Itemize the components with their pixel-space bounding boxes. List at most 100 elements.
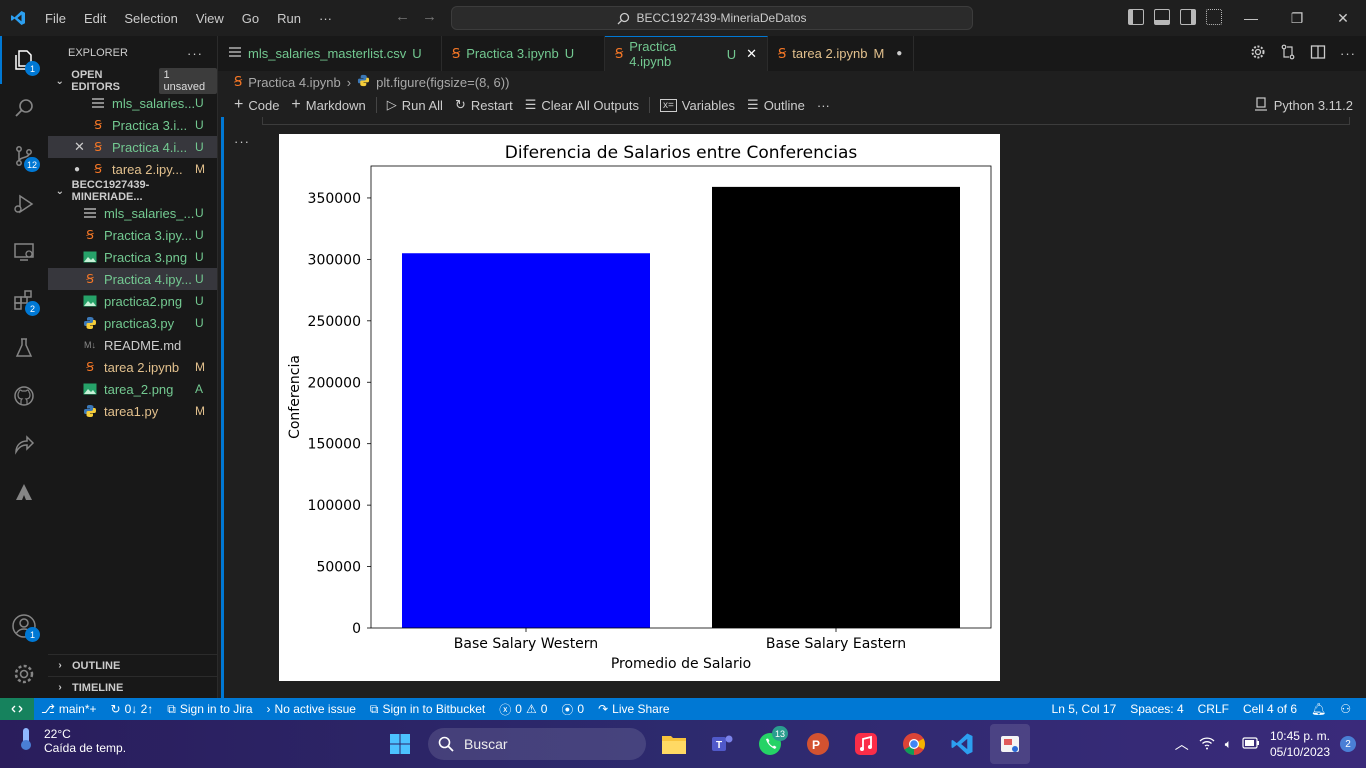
compare-changes-icon[interactable] bbox=[1280, 44, 1296, 63]
powerpoint-icon[interactable]: P bbox=[798, 724, 838, 764]
file-item[interactable]: practica3.py U bbox=[48, 312, 217, 334]
run-all-button[interactable]: ▷ Run All bbox=[381, 94, 449, 116]
teams-icon[interactable]: T bbox=[702, 724, 742, 764]
chrome-icon[interactable] bbox=[894, 724, 934, 764]
unsaved-dot-icon[interactable]: ● bbox=[896, 48, 903, 59]
back-arrow-icon[interactable]: ← bbox=[395, 8, 410, 25]
git-sync[interactable]: ↻ 0↓ 2↑ bbox=[104, 702, 161, 716]
output-more-button[interactable]: ··· bbox=[234, 134, 250, 149]
toggle-secondary-sidebar-icon[interactable] bbox=[1180, 9, 1196, 25]
windows-start-icon[interactable] bbox=[380, 724, 420, 764]
active-issue[interactable]: › No active issue bbox=[260, 702, 363, 716]
toggle-sidebar-icon[interactable] bbox=[1128, 9, 1144, 25]
close-tab-icon[interactable]: ✕ bbox=[746, 46, 757, 61]
menu-selection[interactable]: Selection bbox=[124, 10, 178, 26]
customize-layout-icon[interactable] bbox=[1206, 9, 1222, 25]
notifications-bell-icon[interactable]: 🔔︎ bbox=[1311, 702, 1327, 716]
menu-file[interactable]: File bbox=[45, 10, 66, 26]
breadcrumb-file[interactable]: Practica 4.ipynb bbox=[248, 74, 341, 90]
snipping-tool-icon[interactable] bbox=[990, 724, 1030, 764]
ports-indicator[interactable]: ⦿ 0 bbox=[554, 701, 591, 718]
file-item[interactable]: tarea_2.png A bbox=[48, 378, 217, 400]
battery-icon[interactable] bbox=[1242, 736, 1260, 752]
taskbar-search[interactable]: Buscar bbox=[428, 728, 646, 760]
remote-indicator-icon[interactable] bbox=[0, 698, 34, 720]
git-branch[interactable]: ⎇ main*+ bbox=[34, 702, 104, 716]
volume-icon[interactable]: 🔈︎ bbox=[1224, 736, 1232, 751]
file-item[interactable]: Practica 3.png U bbox=[48, 246, 217, 268]
run-debug-icon[interactable] bbox=[0, 180, 48, 228]
menu-more[interactable]: ··· bbox=[319, 10, 332, 26]
outline-button[interactable]: ☰ Outline bbox=[741, 94, 811, 116]
file-item[interactable]: tarea1.py M bbox=[48, 400, 217, 422]
close-icon[interactable]: ✕ bbox=[1337, 9, 1349, 26]
forward-arrow-icon[interactable]: → bbox=[422, 8, 437, 25]
file-item[interactable]: practica2.png U bbox=[48, 290, 217, 312]
github-icon[interactable] bbox=[0, 372, 48, 420]
extensions-icon[interactable]: 2 bbox=[0, 276, 48, 324]
menu-run[interactable]: Run bbox=[277, 10, 301, 26]
live-share-icon[interactable] bbox=[0, 420, 48, 468]
wifi-icon[interactable] bbox=[1199, 736, 1215, 753]
tab-practica-4[interactable]: Ꞩ Practica 4.ipynb U ✕ bbox=[605, 36, 768, 71]
clear-outputs-button[interactable]: ☰ Clear All Outputs bbox=[519, 94, 645, 116]
notification-count[interactable]: 2 bbox=[1340, 736, 1356, 752]
breadcrumb-symbol[interactable]: plt.figure(figsize=(8, 6)) bbox=[376, 74, 510, 90]
whatsapp-icon[interactable]: 13 bbox=[750, 724, 790, 764]
kernel-picker[interactable]: Python 3.11.2 bbox=[1254, 93, 1353, 117]
close-editor-icon[interactable]: ✕ bbox=[74, 139, 85, 154]
menu-go[interactable]: Go bbox=[241, 10, 260, 26]
timeline-section[interactable]: › TIMELINE bbox=[48, 676, 218, 698]
testing-flask-icon[interactable] bbox=[0, 324, 48, 372]
file-item[interactable]: mls_salaries_... U bbox=[48, 202, 217, 224]
open-editor-item[interactable]: ● Ꞩ tarea 2.ipy... M bbox=[48, 158, 217, 180]
minimize-icon[interactable]: — bbox=[1244, 10, 1258, 26]
more-actions-icon[interactable]: ··· bbox=[1340, 46, 1356, 61]
project-folder-header[interactable]: ⌄ BECC1927439-MINERIADE... bbox=[48, 179, 217, 203]
tab-practica-3[interactable]: Ꞩ Practica 3.ipynb U bbox=[442, 36, 605, 71]
clock[interactable]: 10:45 p. m. 05/10/2023 bbox=[1270, 728, 1330, 760]
menu-edit[interactable]: Edit bbox=[83, 10, 107, 26]
command-center-search[interactable]: BECC1927439-MineriaDeDatos bbox=[451, 6, 973, 30]
toggle-panel-icon[interactable] bbox=[1154, 9, 1170, 25]
source-control-icon[interactable]: 12 bbox=[0, 132, 48, 180]
tray-chevron-up-icon[interactable]: ︿ bbox=[1174, 736, 1189, 752]
cursor-position[interactable]: Ln 5, Col 17 bbox=[1051, 702, 1117, 716]
tab-mls-salaries[interactable]: mls_salaries_masterlist.csv U bbox=[218, 36, 442, 71]
vscode-taskbar-icon[interactable] bbox=[942, 724, 982, 764]
bitbucket-sign-in[interactable]: ⧉ Sign in to Bitbucket bbox=[363, 702, 492, 717]
file-item[interactable]: Ꞩ tarea 2.ipynb M bbox=[48, 356, 217, 378]
tab-tarea-2[interactable]: Ꞩ tarea 2.ipynb M ● bbox=[768, 36, 914, 71]
music-app-icon[interactable] bbox=[846, 724, 886, 764]
settings-gear-icon[interactable] bbox=[1250, 44, 1266, 63]
outline-section[interactable]: › OUTLINE bbox=[48, 654, 218, 676]
file-explorer-icon[interactable] bbox=[654, 724, 694, 764]
split-editor-icon[interactable] bbox=[1310, 44, 1326, 63]
variables-button[interactable]: x= Variables bbox=[654, 94, 741, 116]
open-editor-item[interactable]: ✕ Ꞩ Practica 4.i... U bbox=[48, 136, 217, 158]
file-item[interactable]: Ꞩ Practica 3.ipy... U bbox=[48, 224, 217, 246]
accounts-icon[interactable]: 1 bbox=[0, 602, 48, 650]
search-icon[interactable] bbox=[0, 84, 48, 132]
copilot-icon[interactable]: ⚇ bbox=[1340, 702, 1351, 716]
atlassian-icon[interactable] bbox=[0, 468, 48, 516]
file-item[interactable]: Ꞩ Practica 4.ipy... U bbox=[48, 268, 217, 290]
weather-widget[interactable]: 22°C Caída de temp. bbox=[16, 726, 126, 755]
file-item[interactable]: M↓ README.md bbox=[48, 334, 217, 356]
remote-explorer-icon[interactable] bbox=[0, 228, 48, 276]
toolbar-more-button[interactable]: ··· bbox=[811, 94, 836, 116]
end-of-line[interactable]: CRLF bbox=[1197, 702, 1229, 716]
restore-icon[interactable]: ❐ bbox=[1290, 9, 1304, 26]
open-editors-header[interactable]: ⌄ OPEN EDITORS 1 unsaved bbox=[48, 68, 217, 94]
cell-indicator[interactable]: Cell 4 of 6 bbox=[1242, 702, 1297, 716]
open-editor-item[interactable]: Ꞩ Practica 3.i... U bbox=[48, 114, 217, 136]
open-editor-item[interactable]: mls_salaries... U bbox=[48, 92, 217, 114]
settings-gear-icon[interactable] bbox=[0, 650, 48, 698]
indentation[interactable]: Spaces: 4 bbox=[1130, 702, 1184, 716]
problems-indicator[interactable]: ⓧ 0 ⚠ 0 bbox=[492, 701, 554, 718]
add-code-cell-button[interactable]: + Code bbox=[228, 94, 285, 116]
add-markdown-cell-button[interactable]: + Markdown bbox=[285, 94, 371, 116]
jira-sign-in[interactable]: ⧉ Sign in to Jira bbox=[160, 702, 259, 717]
live-share-button[interactable]: ↷ Live Share bbox=[591, 702, 676, 716]
explorer-icon[interactable]: 1 bbox=[0, 36, 48, 84]
